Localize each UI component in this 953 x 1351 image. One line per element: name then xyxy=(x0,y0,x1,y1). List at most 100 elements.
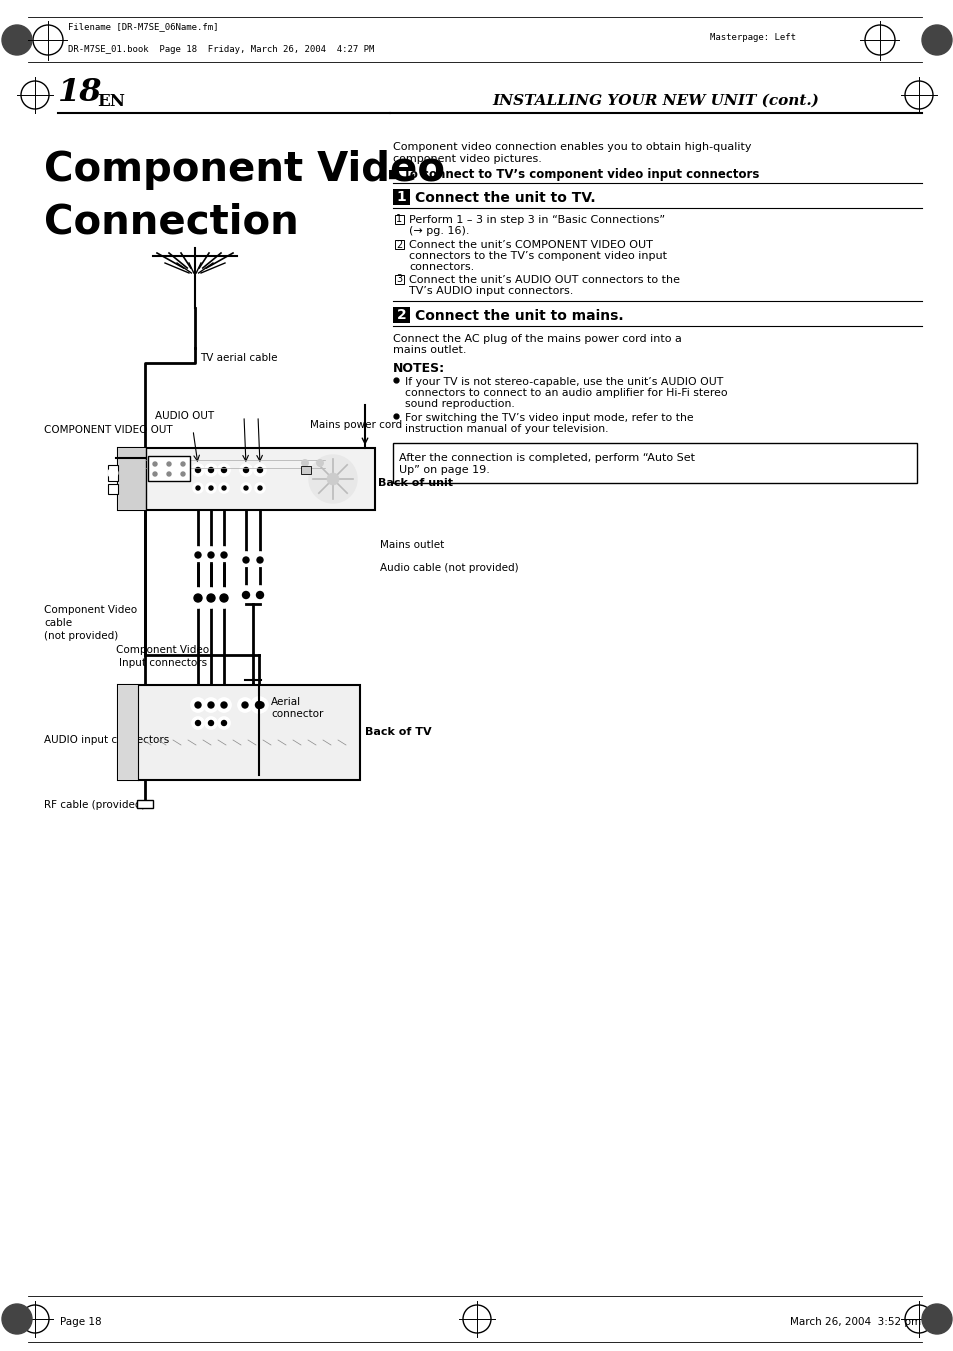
Text: Masterpage: Left: Masterpage: Left xyxy=(709,34,795,42)
Circle shape xyxy=(327,473,338,485)
Circle shape xyxy=(257,467,262,473)
Text: 2: 2 xyxy=(395,239,402,250)
Circle shape xyxy=(254,484,265,493)
Circle shape xyxy=(243,467,248,473)
Text: connectors.: connectors. xyxy=(409,262,474,272)
Circle shape xyxy=(152,471,157,476)
Circle shape xyxy=(152,462,157,466)
Bar xyxy=(108,484,118,494)
Text: COMPONENT VIDEO OUT: COMPONENT VIDEO OUT xyxy=(44,426,172,435)
Text: March 26, 2004  3:52 pm: March 26, 2004 3:52 pm xyxy=(789,1317,921,1327)
Circle shape xyxy=(251,586,269,604)
Circle shape xyxy=(316,459,323,466)
Circle shape xyxy=(242,703,248,708)
Text: cable: cable xyxy=(44,617,72,628)
Circle shape xyxy=(108,467,118,478)
Circle shape xyxy=(236,586,254,604)
Circle shape xyxy=(309,455,356,503)
Circle shape xyxy=(195,720,200,725)
Circle shape xyxy=(256,592,263,598)
Circle shape xyxy=(193,594,202,603)
Text: Component video connection enables you to obtain high-quality: Component video connection enables you t… xyxy=(393,142,751,153)
Text: Back of TV: Back of TV xyxy=(365,727,431,738)
Circle shape xyxy=(209,467,213,473)
Circle shape xyxy=(195,467,200,473)
Circle shape xyxy=(257,486,262,490)
Circle shape xyxy=(243,557,249,563)
Bar xyxy=(395,240,403,249)
Circle shape xyxy=(207,594,214,603)
Circle shape xyxy=(221,553,227,558)
Text: (→ pg. 16).: (→ pg. 16). xyxy=(409,226,469,236)
Circle shape xyxy=(2,1304,32,1333)
Circle shape xyxy=(218,463,230,476)
Circle shape xyxy=(213,588,233,608)
Text: Back of unit: Back of unit xyxy=(377,478,453,488)
Bar xyxy=(395,276,403,284)
Circle shape xyxy=(181,462,185,466)
Bar xyxy=(108,465,118,481)
Circle shape xyxy=(204,698,218,712)
Circle shape xyxy=(244,486,248,490)
Circle shape xyxy=(242,592,250,598)
Text: sound reproduction.: sound reproduction. xyxy=(405,399,515,409)
Circle shape xyxy=(167,462,171,466)
Circle shape xyxy=(190,547,206,563)
Text: Mains power cord: Mains power cord xyxy=(310,420,402,430)
Text: (not provided): (not provided) xyxy=(44,631,118,640)
Text: Connect the unit to TV.: Connect the unit to TV. xyxy=(415,190,595,205)
Circle shape xyxy=(192,463,204,476)
Circle shape xyxy=(221,703,227,708)
Circle shape xyxy=(205,717,216,730)
Text: NOTES:: NOTES: xyxy=(393,362,445,376)
Text: 1: 1 xyxy=(396,190,406,204)
Circle shape xyxy=(201,588,221,608)
Text: RF cable (provided): RF cable (provided) xyxy=(44,800,146,811)
Circle shape xyxy=(220,594,228,603)
Circle shape xyxy=(256,557,263,563)
Bar xyxy=(148,457,190,481)
Circle shape xyxy=(195,486,200,490)
Text: connectors to the TV’s component video input: connectors to the TV’s component video i… xyxy=(409,251,666,261)
Text: 3: 3 xyxy=(396,274,402,285)
Text: 2: 2 xyxy=(396,308,406,322)
Text: Connect the AC plug of the mains power cord into a: Connect the AC plug of the mains power c… xyxy=(393,334,681,345)
Circle shape xyxy=(209,720,213,725)
Text: 18: 18 xyxy=(58,77,102,108)
Circle shape xyxy=(301,459,308,466)
Circle shape xyxy=(208,703,213,708)
Circle shape xyxy=(251,697,267,713)
Text: Perform 1 – 3 in step 3 in “Basic Connections”: Perform 1 – 3 in step 3 in “Basic Connec… xyxy=(409,215,664,226)
Text: Aerial: Aerial xyxy=(271,697,301,707)
Bar xyxy=(395,215,403,224)
Text: instruction manual of your television.: instruction manual of your television. xyxy=(405,424,608,434)
Text: Filename [DR-M7SE_06Name.fm]: Filename [DR-M7SE_06Name.fm] xyxy=(68,23,218,31)
Circle shape xyxy=(253,698,268,712)
Text: After the connection is completed, perform “Auto Set: After the connection is completed, perfo… xyxy=(398,453,695,463)
Circle shape xyxy=(241,484,251,493)
Circle shape xyxy=(167,471,171,476)
Circle shape xyxy=(191,698,205,712)
Bar xyxy=(393,189,410,205)
Circle shape xyxy=(216,698,231,712)
Circle shape xyxy=(181,471,185,476)
Bar xyxy=(118,449,146,509)
Text: Component Video: Component Video xyxy=(44,605,137,615)
Bar xyxy=(118,685,138,780)
Text: component video pictures.: component video pictures. xyxy=(393,154,541,163)
Text: connector: connector xyxy=(271,709,323,719)
Bar xyxy=(118,685,359,780)
Circle shape xyxy=(192,717,204,730)
Text: For switching the TV’s video input mode, refer to the: For switching the TV’s video input mode,… xyxy=(405,413,693,423)
Text: Input connectors: Input connectors xyxy=(119,658,207,667)
Text: AUDIO OUT: AUDIO OUT xyxy=(154,411,213,422)
Text: Connect the unit’s AUDIO OUT connectors to the: Connect the unit’s AUDIO OUT connectors … xyxy=(409,276,679,285)
Text: ■ To connect to TV’s component video input connectors: ■ To connect to TV’s component video inp… xyxy=(388,168,759,181)
Text: Component Video: Component Video xyxy=(44,150,444,190)
Text: Connect the unit to mains.: Connect the unit to mains. xyxy=(415,309,623,323)
Circle shape xyxy=(203,547,219,563)
Circle shape xyxy=(208,553,213,558)
Circle shape xyxy=(215,547,232,563)
Circle shape xyxy=(921,26,951,55)
Circle shape xyxy=(206,484,215,493)
